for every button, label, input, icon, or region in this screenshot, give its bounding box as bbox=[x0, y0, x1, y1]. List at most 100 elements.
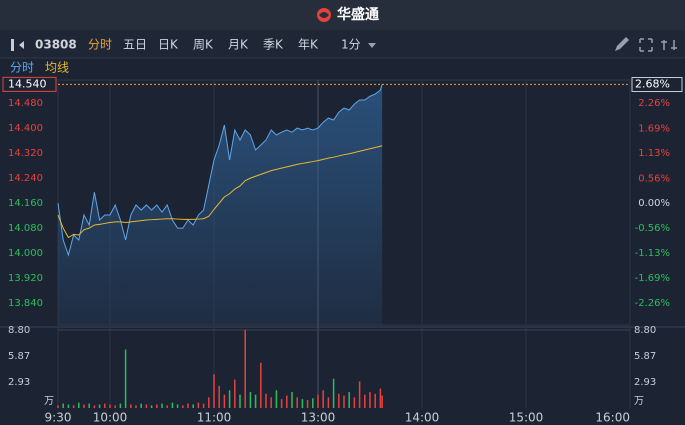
x-tick-label: 14:00 bbox=[405, 411, 440, 425]
period-tab[interactable]: 五日 bbox=[123, 38, 147, 52]
volume-bar bbox=[150, 405, 153, 408]
x-tick-label: 15:00 bbox=[509, 411, 544, 425]
volume-bar bbox=[254, 394, 257, 408]
stock-code: 03808 bbox=[35, 38, 77, 52]
volume-bar bbox=[218, 385, 220, 408]
x-tick-label: 16:00 bbox=[595, 411, 630, 425]
volume-bar bbox=[296, 397, 298, 408]
volume-bar bbox=[67, 404, 70, 408]
y2-tick-label: -0.56% bbox=[635, 223, 670, 234]
legend-entry: 分时 bbox=[10, 61, 34, 75]
period-tab[interactable]: 年K bbox=[298, 38, 319, 52]
period-tab[interactable]: 分时 bbox=[88, 38, 112, 52]
y2-tick-label: 1.13% bbox=[638, 148, 670, 159]
app-title: 华盛通 bbox=[337, 6, 379, 23]
dropdown-arrow[interactable] bbox=[368, 43, 376, 48]
y-tick-label: 14.240 bbox=[8, 173, 43, 184]
volume-bar bbox=[140, 403, 142, 408]
period-tab[interactable]: 日K bbox=[158, 38, 179, 52]
y-tick-label: 14.320 bbox=[8, 148, 43, 159]
volume-bar bbox=[104, 403, 106, 408]
volume-bar bbox=[286, 395, 288, 408]
last-price-box bbox=[2, 76, 57, 92]
volume-bar bbox=[130, 404, 132, 408]
volume-tick-label: 5.87 bbox=[8, 351, 30, 362]
volume-bar bbox=[62, 403, 64, 408]
volume-bar bbox=[171, 402, 174, 408]
volume-bar bbox=[228, 390, 231, 408]
panel-toggle-icon[interactable] bbox=[11, 39, 24, 51]
volume-tick-label: 8.80 bbox=[8, 325, 30, 336]
volume-bar bbox=[57, 405, 59, 408]
logo bbox=[317, 8, 331, 22]
volume-bar bbox=[358, 381, 361, 408]
y2-tick-label: -2.26% bbox=[635, 298, 670, 309]
volume-bar bbox=[182, 405, 184, 408]
edit-icon[interactable] bbox=[615, 37, 629, 51]
series-line bbox=[57, 145, 383, 239]
volume-bar bbox=[249, 392, 252, 408]
x-tick-label: 10:00 bbox=[93, 411, 128, 425]
x-tick-label: 13:00 bbox=[301, 411, 336, 425]
volume-bar bbox=[114, 405, 116, 408]
volume-bar bbox=[327, 397, 330, 408]
volume-bar bbox=[88, 403, 90, 408]
volume-bar bbox=[83, 404, 85, 408]
volume-bar bbox=[275, 390, 278, 408]
volume-bar bbox=[312, 398, 314, 408]
volume-bar bbox=[78, 402, 80, 408]
volume-bar bbox=[280, 399, 283, 408]
volume-tick-label-right: 5.87 bbox=[634, 351, 656, 362]
volume-bar bbox=[176, 404, 179, 408]
volume-bar bbox=[119, 403, 122, 408]
volume-bar bbox=[109, 404, 111, 408]
volume-tick-label: 2.93 bbox=[8, 377, 30, 388]
volume-bar bbox=[306, 400, 309, 408]
y2-tick-label: -1.69% bbox=[635, 273, 670, 284]
fullscreen-icon[interactable] bbox=[639, 38, 653, 52]
y2-tick-label: 0.00% bbox=[638, 198, 670, 209]
volume-bar bbox=[374, 393, 376, 408]
volume-bar bbox=[161, 403, 163, 408]
period-tab[interactable]: 季K bbox=[263, 38, 284, 52]
toolbar bbox=[0, 30, 685, 58]
volume-bar bbox=[72, 405, 75, 408]
volume-bar bbox=[348, 392, 350, 408]
volume-bar bbox=[156, 404, 158, 408]
period-tab[interactable]: 月K bbox=[228, 38, 249, 52]
volume-bar bbox=[213, 374, 215, 408]
series-line bbox=[57, 84, 383, 257]
last-change-box bbox=[631, 77, 683, 93]
volume-bar bbox=[145, 404, 148, 408]
volume-bar bbox=[208, 397, 210, 408]
volume-bar bbox=[202, 403, 205, 408]
last-price-label: 14.540 bbox=[8, 77, 47, 90]
volume-bar bbox=[322, 390, 324, 408]
y-tick-label: 14.000 bbox=[8, 248, 43, 259]
volume-unit: 万 bbox=[44, 396, 54, 407]
volume-bar bbox=[93, 405, 96, 408]
volume-bar bbox=[369, 392, 371, 408]
y2-tick-label: 2.26% bbox=[638, 98, 670, 109]
volume-bar bbox=[98, 404, 101, 408]
y-tick-label: 14.080 bbox=[8, 223, 43, 234]
volume-bar bbox=[197, 402, 200, 408]
header-bar bbox=[0, 0, 685, 30]
x-tick-label: 11:00 bbox=[197, 411, 232, 425]
volume-bar bbox=[338, 393, 340, 408]
volume-bar bbox=[291, 392, 293, 408]
legend-entry: 均线 bbox=[45, 61, 69, 75]
volume-bar bbox=[260, 362, 262, 408]
settings-icon[interactable] bbox=[661, 40, 677, 50]
last-change-label: 2.68% bbox=[635, 78, 670, 91]
y2-tick-label: -1.13% bbox=[635, 248, 670, 259]
interval-select[interactable]: 1分 bbox=[341, 38, 361, 52]
volume-bar bbox=[270, 397, 272, 408]
volume-bar bbox=[244, 330, 246, 408]
period-tab[interactable]: 周K bbox=[193, 38, 214, 52]
volume-unit-right: 万 bbox=[634, 396, 644, 407]
y-tick-label: 13.840 bbox=[8, 298, 43, 309]
volume-tick-label-right: 2.93 bbox=[634, 377, 656, 388]
volume-bar bbox=[192, 404, 194, 408]
